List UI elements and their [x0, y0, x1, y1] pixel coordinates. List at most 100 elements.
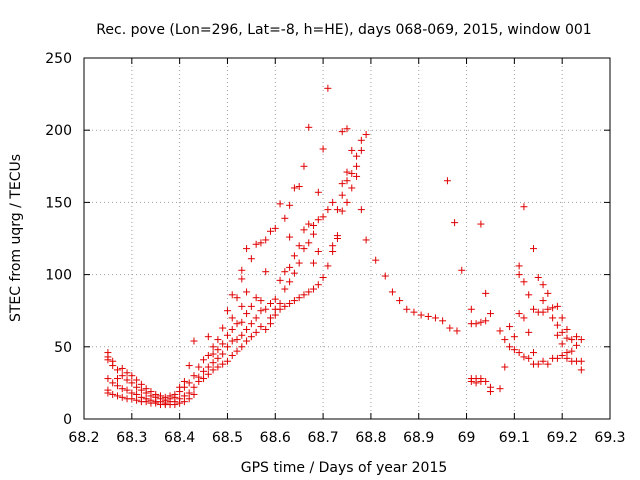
data-point: [262, 305, 270, 313]
data-point: [501, 336, 509, 344]
data-point: [133, 376, 141, 384]
y-tick-label: 200: [45, 123, 72, 139]
data-point: [228, 325, 236, 333]
data-point: [247, 320, 255, 328]
data-point: [238, 266, 246, 274]
x-tick-label: 69: [458, 430, 476, 446]
data-point: [553, 321, 561, 329]
chart-title: Rec. pove (Lon=296, Lat=-8, h=HE), days …: [96, 22, 591, 38]
data-point: [262, 325, 270, 333]
data-point: [228, 351, 236, 359]
data-point: [281, 302, 289, 310]
data-point: [558, 340, 566, 348]
data-point: [544, 289, 552, 297]
data-point: [209, 343, 217, 351]
data-point: [200, 367, 208, 375]
x-tick-label: 68.7: [308, 430, 339, 446]
data-point: [544, 360, 552, 368]
data-point: [343, 168, 351, 176]
data-point: [266, 320, 274, 328]
data-point: [520, 203, 528, 211]
data-point: [417, 311, 425, 319]
data-point: [577, 336, 585, 344]
data-point: [209, 366, 217, 374]
data-point: [539, 297, 547, 305]
data-point: [348, 146, 356, 154]
data-point: [431, 314, 439, 322]
data-point: [549, 314, 557, 322]
data-point: [314, 247, 322, 255]
data-point: [515, 271, 523, 279]
data-point: [238, 302, 246, 310]
data-point: [539, 281, 547, 289]
data-point: [247, 333, 255, 341]
data-point: [266, 227, 274, 235]
data-point: [223, 357, 231, 365]
data-point: [558, 314, 566, 322]
x-tick-label: 68.5: [212, 430, 243, 446]
data-point: [276, 200, 284, 208]
data-point: [104, 356, 112, 364]
data-point: [539, 357, 547, 365]
data-point: [472, 320, 480, 328]
data-point: [525, 291, 533, 299]
x-tick-label: 69.2: [547, 430, 578, 446]
data-point: [348, 170, 356, 178]
data-point: [362, 131, 370, 139]
data-point: [510, 346, 518, 354]
data-point: [305, 220, 313, 228]
data-point: [137, 386, 145, 394]
data-point: [357, 136, 365, 144]
data-point: [290, 184, 298, 192]
data-point: [558, 351, 566, 359]
data-point: [300, 162, 308, 170]
data-point: [209, 359, 217, 367]
data-point: [113, 392, 121, 400]
data-point: [300, 226, 308, 234]
data-point: [109, 390, 117, 398]
data-point: [553, 302, 561, 310]
data-point: [118, 385, 126, 393]
data-point: [515, 262, 523, 270]
data-point: [204, 333, 212, 341]
data-point: [290, 297, 298, 305]
x-tick-label: 68.6: [260, 430, 291, 446]
data-point: [353, 172, 361, 180]
data-point: [467, 305, 475, 313]
data-point: [200, 375, 208, 383]
data-point: [568, 336, 576, 344]
x-tick-label: 68.4: [164, 430, 195, 446]
data-point: [286, 278, 294, 286]
data-point: [458, 266, 466, 274]
data-point: [324, 262, 332, 270]
data-point: [443, 177, 451, 185]
data-point: [113, 375, 121, 383]
data-point: [319, 145, 327, 153]
data-point: [118, 364, 126, 372]
gridlines: [84, 58, 610, 419]
data-point: [171, 401, 179, 409]
data-point: [271, 311, 279, 319]
data-point: [558, 328, 566, 336]
data-point: [257, 307, 265, 315]
data-point: [128, 379, 136, 387]
data-point: [324, 206, 332, 214]
data-point: [329, 198, 337, 206]
data-point: [453, 327, 461, 335]
data-point: [286, 201, 294, 209]
data-point: [104, 389, 112, 397]
data-point: [185, 362, 193, 370]
data-point: [338, 180, 346, 188]
x-tick-label: 68.8: [355, 430, 386, 446]
y-tick-label: 0: [63, 412, 72, 428]
data-point: [539, 308, 547, 316]
data-point: [534, 273, 542, 281]
data-point: [228, 314, 236, 322]
data-point: [520, 314, 528, 322]
axis-ticks: [83, 57, 611, 420]
data-point: [319, 213, 327, 221]
data-point: [319, 273, 327, 281]
data-point: [228, 337, 236, 345]
data-point: [219, 340, 227, 348]
data-point: [233, 294, 241, 302]
